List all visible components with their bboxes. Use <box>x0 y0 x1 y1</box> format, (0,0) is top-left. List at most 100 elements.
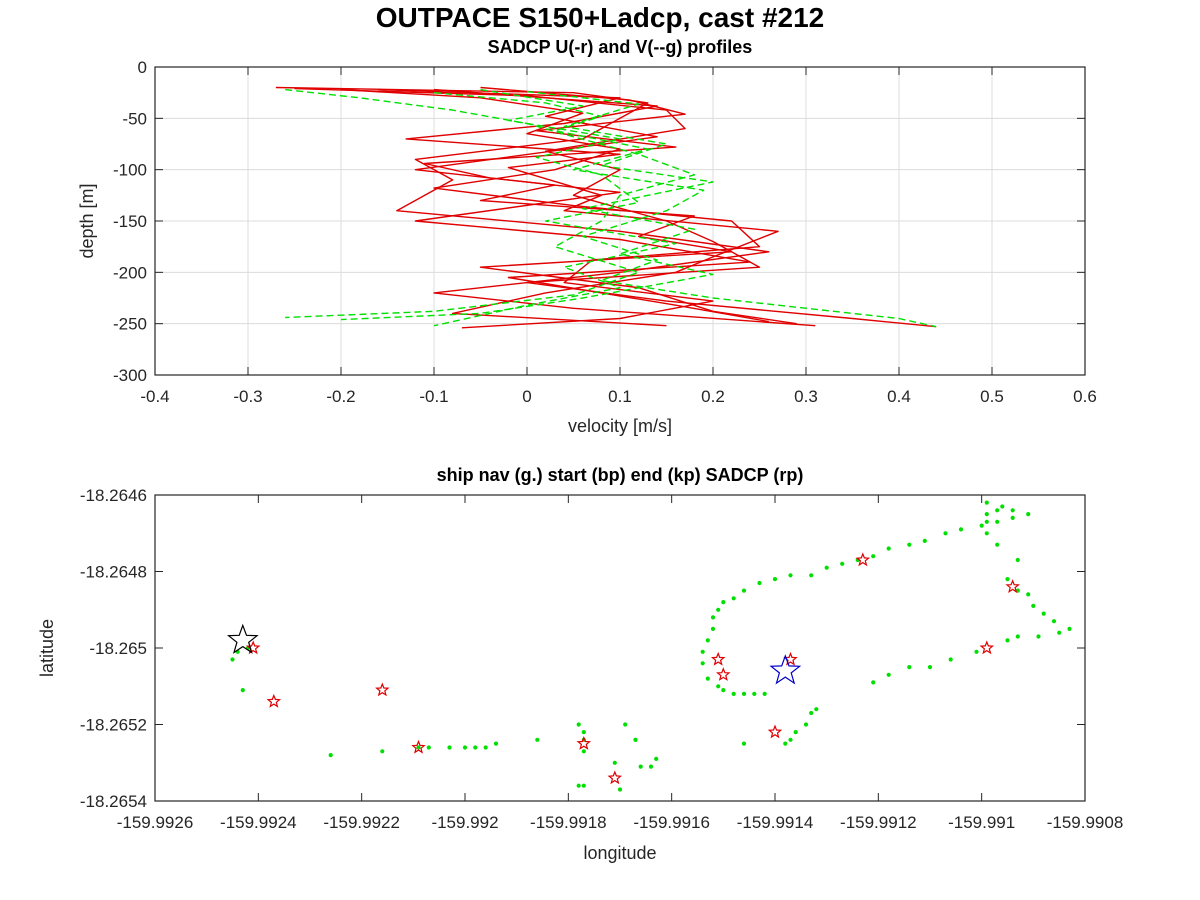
nav-point <box>907 665 912 670</box>
sadcp-star-marker <box>266 693 282 708</box>
nav-point <box>612 760 617 765</box>
nav-y-tick-label: -18.2654 <box>80 792 147 811</box>
nav-point <box>426 745 431 750</box>
sadcp-star-marker <box>979 640 995 655</box>
nav-point <box>617 787 623 792</box>
profile-y-tick-label: -100 <box>113 161 147 180</box>
nav-point <box>700 649 705 654</box>
profile-chart: SADCP U(-r) and V(--g) profiles -0.4 -0.3… <box>77 37 1097 436</box>
profile-x-axis-label: velocity [m/s] <box>568 416 672 436</box>
v-profile-line <box>285 88 696 319</box>
nav-plot-area <box>154 494 1086 802</box>
profile-x-tick-label: -0.2 <box>326 387 355 406</box>
profile-y-tick-label: -200 <box>113 263 147 282</box>
nav-point <box>633 737 638 742</box>
nav-point <box>576 722 581 727</box>
nav-y-axis-label: latitude <box>37 619 57 677</box>
nav-point <box>871 554 876 559</box>
nav-y-tick-label: -18.2648 <box>80 563 147 582</box>
nav-chart: ship nav (g.) start (bp) end (kp) SADCP … <box>37 465 1123 863</box>
profile-x-tick-label: 0 <box>522 387 531 406</box>
nav-point <box>493 741 499 746</box>
nav-point <box>581 783 586 788</box>
nav-point <box>984 519 989 524</box>
nav-point <box>705 638 710 643</box>
nav-y-ticks: -18.2646 -18.2648 -18.265 -18.2652 -18.2654 <box>80 486 1085 811</box>
nav-x-tick-label: -159.9912 <box>840 813 917 832</box>
nav-point <box>824 565 829 570</box>
nav-point <box>473 745 478 750</box>
nav-point <box>995 519 1000 524</box>
nav-point <box>716 684 721 689</box>
nav-x-tick-label: -159.9918 <box>530 813 607 832</box>
nav-point <box>710 615 716 620</box>
nav-point <box>654 756 659 762</box>
nav-point <box>974 649 979 654</box>
nav-point <box>700 661 705 666</box>
nav-point <box>788 737 793 742</box>
nav-point <box>762 691 767 697</box>
profile-y-axis-label: depth [m] <box>77 183 97 258</box>
sadcp-star-marker <box>767 724 783 739</box>
nav-point <box>752 691 757 697</box>
start-position-star <box>769 654 802 685</box>
nav-point <box>958 527 964 532</box>
sadcp-star-marker <box>1005 579 1020 594</box>
nav-point <box>535 737 540 742</box>
nav-point <box>1067 626 1072 632</box>
profile-y-tick-label: 0 <box>138 58 147 77</box>
nav-x-tick-label: -159.9922 <box>323 813 400 832</box>
nav-point <box>1000 504 1005 509</box>
profile-y-ticks: 0 -50 -100 -150 -200 -250 -300 <box>113 58 1085 385</box>
nav-point <box>581 730 586 735</box>
nav-point <box>1010 515 1015 521</box>
sadcp-star-marker <box>716 667 731 681</box>
nav-point <box>948 657 953 662</box>
nav-x-tick-label: -159.992 <box>431 813 498 832</box>
profile-x-tick-label: 0.6 <box>1073 387 1097 406</box>
nav-point <box>757 580 762 586</box>
nav-point <box>721 600 726 605</box>
nav-point <box>731 691 736 697</box>
nav-point <box>1041 611 1046 616</box>
nav-point <box>1051 619 1057 624</box>
nav-point <box>1036 634 1041 639</box>
nav-point <box>240 688 245 693</box>
nav-x-tick-label: -159.9924 <box>220 813 297 832</box>
nav-point <box>1015 634 1020 639</box>
nav-point <box>907 542 912 547</box>
nav-point <box>922 538 927 544</box>
nav-point <box>710 626 716 632</box>
sadcp-star-marker <box>576 735 592 750</box>
u-profile-line <box>275 86 816 327</box>
profile-x-tick-label: -0.3 <box>233 387 262 406</box>
nav-point <box>705 676 710 681</box>
sadcp-star-marker <box>411 739 426 754</box>
nav-point <box>731 596 736 601</box>
nav-y-tick-label: -18.2646 <box>80 486 147 505</box>
nav-point <box>721 688 726 693</box>
nav-point <box>328 753 333 758</box>
sadcp-star-marker <box>245 640 261 655</box>
profile-x-tick-label: -0.1 <box>419 387 448 406</box>
nav-x-tick-label: -159.9916 <box>633 813 710 832</box>
profile-x-tick-label: 0.1 <box>608 387 632 406</box>
nav-y-tick-label: -18.265 <box>89 639 147 658</box>
nav-point <box>1005 638 1010 643</box>
u-profile-line <box>414 86 769 323</box>
nav-point <box>1026 511 1031 517</box>
nav-point <box>483 745 488 750</box>
nav-x-tick-label: -159.9914 <box>737 813 814 832</box>
nav-point <box>814 707 819 712</box>
nav-point <box>1005 577 1010 582</box>
nav-point <box>716 607 721 612</box>
profile-y-tick-label: -300 <box>113 366 147 385</box>
nav-point <box>995 508 1000 513</box>
profile-x-tick-label: 0.3 <box>794 387 818 406</box>
u-profile-line <box>294 87 937 328</box>
sadcp-star-marker <box>607 770 623 785</box>
nav-point <box>793 730 798 735</box>
nav-point <box>984 531 989 536</box>
nav-point <box>788 573 793 578</box>
